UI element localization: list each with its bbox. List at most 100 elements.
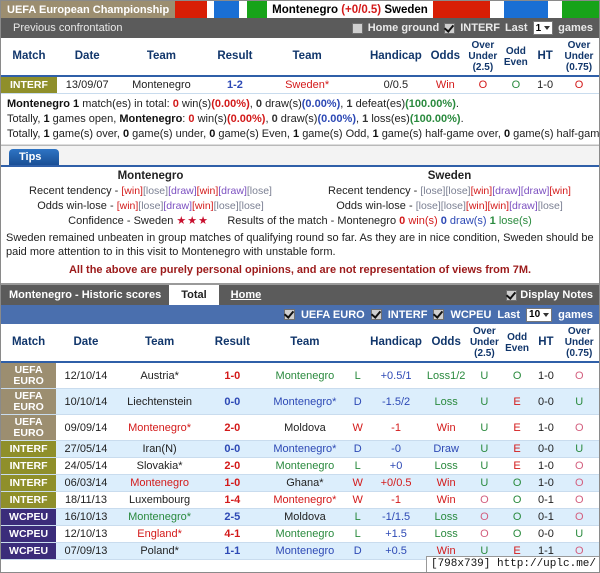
cell-team1[interactable]: Liechtenstein [115, 388, 204, 415]
tips-left-recent: Recent tendency - [win][lose][draw][win]… [29, 185, 272, 197]
last-games-select[interactable]: 1 [532, 21, 554, 35]
cell-odd-even: E [501, 388, 533, 415]
table-row[interactable]: WCPEU 16/10/13 Montenegro* 2-5 Moldova L -1/1.… [1, 508, 599, 526]
tendency-tag: [draw] [492, 185, 521, 197]
cell-team2[interactable]: Montenegro [261, 525, 349, 543]
filter-interf-checkbox[interactable] [370, 309, 382, 320]
filter-wcpeu-checkbox[interactable] [433, 309, 445, 320]
historic-last-select[interactable]: 10 [526, 307, 553, 322]
tendency-tag: [lose] [142, 185, 169, 197]
display-notes-checkbox[interactable] [506, 289, 518, 301]
cell-handicap: +1.5 [366, 525, 426, 543]
cell-match-badge: UEFA EURO [1, 414, 57, 441]
cell-team2[interactable]: Sweden* [264, 76, 350, 94]
cell-wdl: W [348, 491, 367, 509]
table-row[interactable]: UEFA EURO 12/10/14 Austria* 1-0 Montenegro L +0… [1, 362, 599, 389]
cell-date: 10/10/14 [56, 388, 116, 415]
cell-team2[interactable]: Montenegro* [261, 388, 349, 415]
tips-section: Tips Montenegro Recent tendency - [win][… [1, 145, 599, 283]
col-wdl [349, 38, 367, 77]
cell-over-under-25: U [466, 362, 502, 389]
col-date: Date [56, 324, 116, 363]
cell-odds: Win [425, 414, 467, 441]
col-result: Result [205, 38, 265, 77]
table-row[interactable]: INTERF 18/11/13 Luxembourg 1-4 Montenegro* W -… [1, 491, 599, 509]
tendency-tag: [win] [549, 185, 571, 197]
cell-team1[interactable]: Austria* [115, 362, 204, 389]
cell-team2[interactable]: Moldova [261, 414, 349, 441]
flag-band-green [561, 1, 599, 18]
cell-date: 12/10/13 [56, 525, 116, 543]
cell-team2[interactable]: Moldova [261, 508, 349, 526]
title-bar: UEFA European Championship Montenegro (+… [1, 1, 599, 18]
cell-team1[interactable]: England* [115, 525, 204, 543]
cell-team2[interactable]: Montenegro [261, 362, 349, 389]
cell-wdl: W [348, 474, 367, 492]
table-row[interactable]: WCPEU 12/10/13 England* 4-1 Montenegro L +1.5 L… [1, 525, 599, 543]
tips-right-recent: Recent tendency - [lose][lose][win][draw… [328, 185, 571, 197]
table-row[interactable]: WCPEU 07/09/13 Poland* 1-1 Montenegro D +0.5 Wi… [1, 542, 599, 560]
cell-result: 1-4 [203, 491, 262, 509]
filter-uefa-euro-label: UEFA EURO [300, 308, 365, 321]
cell-odds: Win [425, 491, 467, 509]
filter-wcpeu-label: WCPEU [450, 308, 492, 321]
tips-tab[interactable]: Tips [9, 149, 60, 165]
col-over-under-075: Over Under (0.75) [558, 38, 599, 77]
tab-home[interactable]: Home [230, 289, 262, 301]
col-wdl [348, 324, 367, 363]
tendency-tag: [lose] [246, 185, 272, 197]
cell-team1[interactable]: Montenegro* [115, 414, 204, 441]
cell-team1[interactable]: Montenegro* [115, 508, 204, 526]
historic-last-value: 10 [529, 309, 541, 320]
cell-odds: Loss1/2 [425, 362, 467, 389]
col-team1: Team [117, 38, 206, 77]
cell-match-badge: INTERF [1, 474, 57, 492]
cell-team2[interactable]: Montenegro* [261, 491, 349, 509]
tendency-tag: [win] [191, 200, 214, 212]
cell-over-under-25: O [466, 491, 502, 509]
previous-confrontation-title: Previous confrontation [13, 22, 123, 34]
interf-checkbox[interactable] [444, 22, 456, 34]
display-notes-control[interactable]: Display Notes [506, 285, 599, 305]
cell-team1[interactable]: Poland* [115, 542, 204, 560]
table-row[interactable]: INTERF 13/09/07 Montenegro 1-2 Sweden* 0/0.5 W… [1, 76, 599, 94]
table-row[interactable]: UEFA EURO 10/10/14 Liechtenstein 0-0 Monteneg… [1, 388, 599, 415]
cell-team1[interactable]: Montenegro [115, 474, 204, 492]
cell-team2[interactable]: Montenegro* [261, 440, 349, 458]
flag-band-gap [238, 1, 247, 18]
cell-over-under-075: O [559, 491, 599, 509]
stats-line-3: Totally, 1 game(s) over, 0 game(s) under… [7, 128, 600, 140]
col-odd-even: Odd Even [500, 38, 532, 77]
cell-team1[interactable]: Montenegro [117, 76, 206, 94]
cell-wdl: L [348, 362, 367, 389]
cell-team2[interactable]: Montenegro [261, 542, 349, 560]
table-row[interactable]: INTERF 27/05/14 Iran(N) 0-0 Montenegro* D -0 Dr… [1, 440, 599, 458]
cell-team2[interactable]: Ghana* [261, 474, 349, 492]
col-handicap: Handicap [366, 324, 426, 363]
table-row[interactable]: UEFA EURO 09/09/14 Montenegro* 2-0 Moldova W -1… [1, 414, 599, 441]
cell-result: 2-5 [203, 508, 262, 526]
cell-team1[interactable]: Luxembourg [115, 491, 204, 509]
flag-band-gap [206, 1, 215, 18]
tab-total[interactable]: Total [169, 285, 219, 305]
table-row[interactable]: INTERF 24/05/14 Slovakia* 2-0 Montenegro L +0 L… [1, 457, 599, 475]
table-row[interactable]: INTERF 06/03/14 Montenegro 1-0 Ghana* W +0/0.5… [1, 474, 599, 492]
home-ground-checkbox[interactable] [351, 22, 363, 34]
cell-result: 1-0 [203, 362, 262, 389]
cell-team2[interactable]: Montenegro [261, 457, 349, 475]
cell-date: 07/09/13 [56, 542, 116, 560]
cell-team1[interactable]: Slovakia* [115, 457, 204, 475]
filter-uefa-euro-checkbox[interactable] [283, 309, 295, 320]
cell-ht: 0-1 [532, 508, 560, 526]
historic-title: Montenegro - Historic scores [9, 289, 162, 301]
col-match: Match [1, 324, 57, 363]
cell-date: 09/09/14 [56, 414, 116, 441]
cell-match-badge: WCPEU [1, 508, 57, 526]
cell-team1[interactable]: Iran(N) [115, 440, 204, 458]
cell-match-badge: WCPEU [1, 525, 57, 543]
cell-date: 27/05/14 [56, 440, 116, 458]
cell-odds: Draw [425, 440, 467, 458]
cell-date: 06/03/14 [56, 474, 116, 492]
cell-over-under-25: O [466, 525, 502, 543]
